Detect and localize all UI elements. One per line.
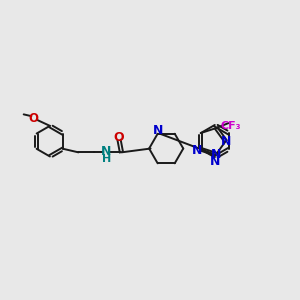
Text: N: N [210,155,220,168]
Text: N: N [192,144,202,157]
Text: N: N [220,135,231,148]
Text: N: N [101,145,111,158]
Text: O: O [29,112,39,125]
Text: CF₃: CF₃ [221,122,242,131]
Text: N: N [211,148,221,161]
Text: N: N [152,124,163,137]
Text: O: O [114,130,124,143]
Text: H: H [101,154,111,164]
